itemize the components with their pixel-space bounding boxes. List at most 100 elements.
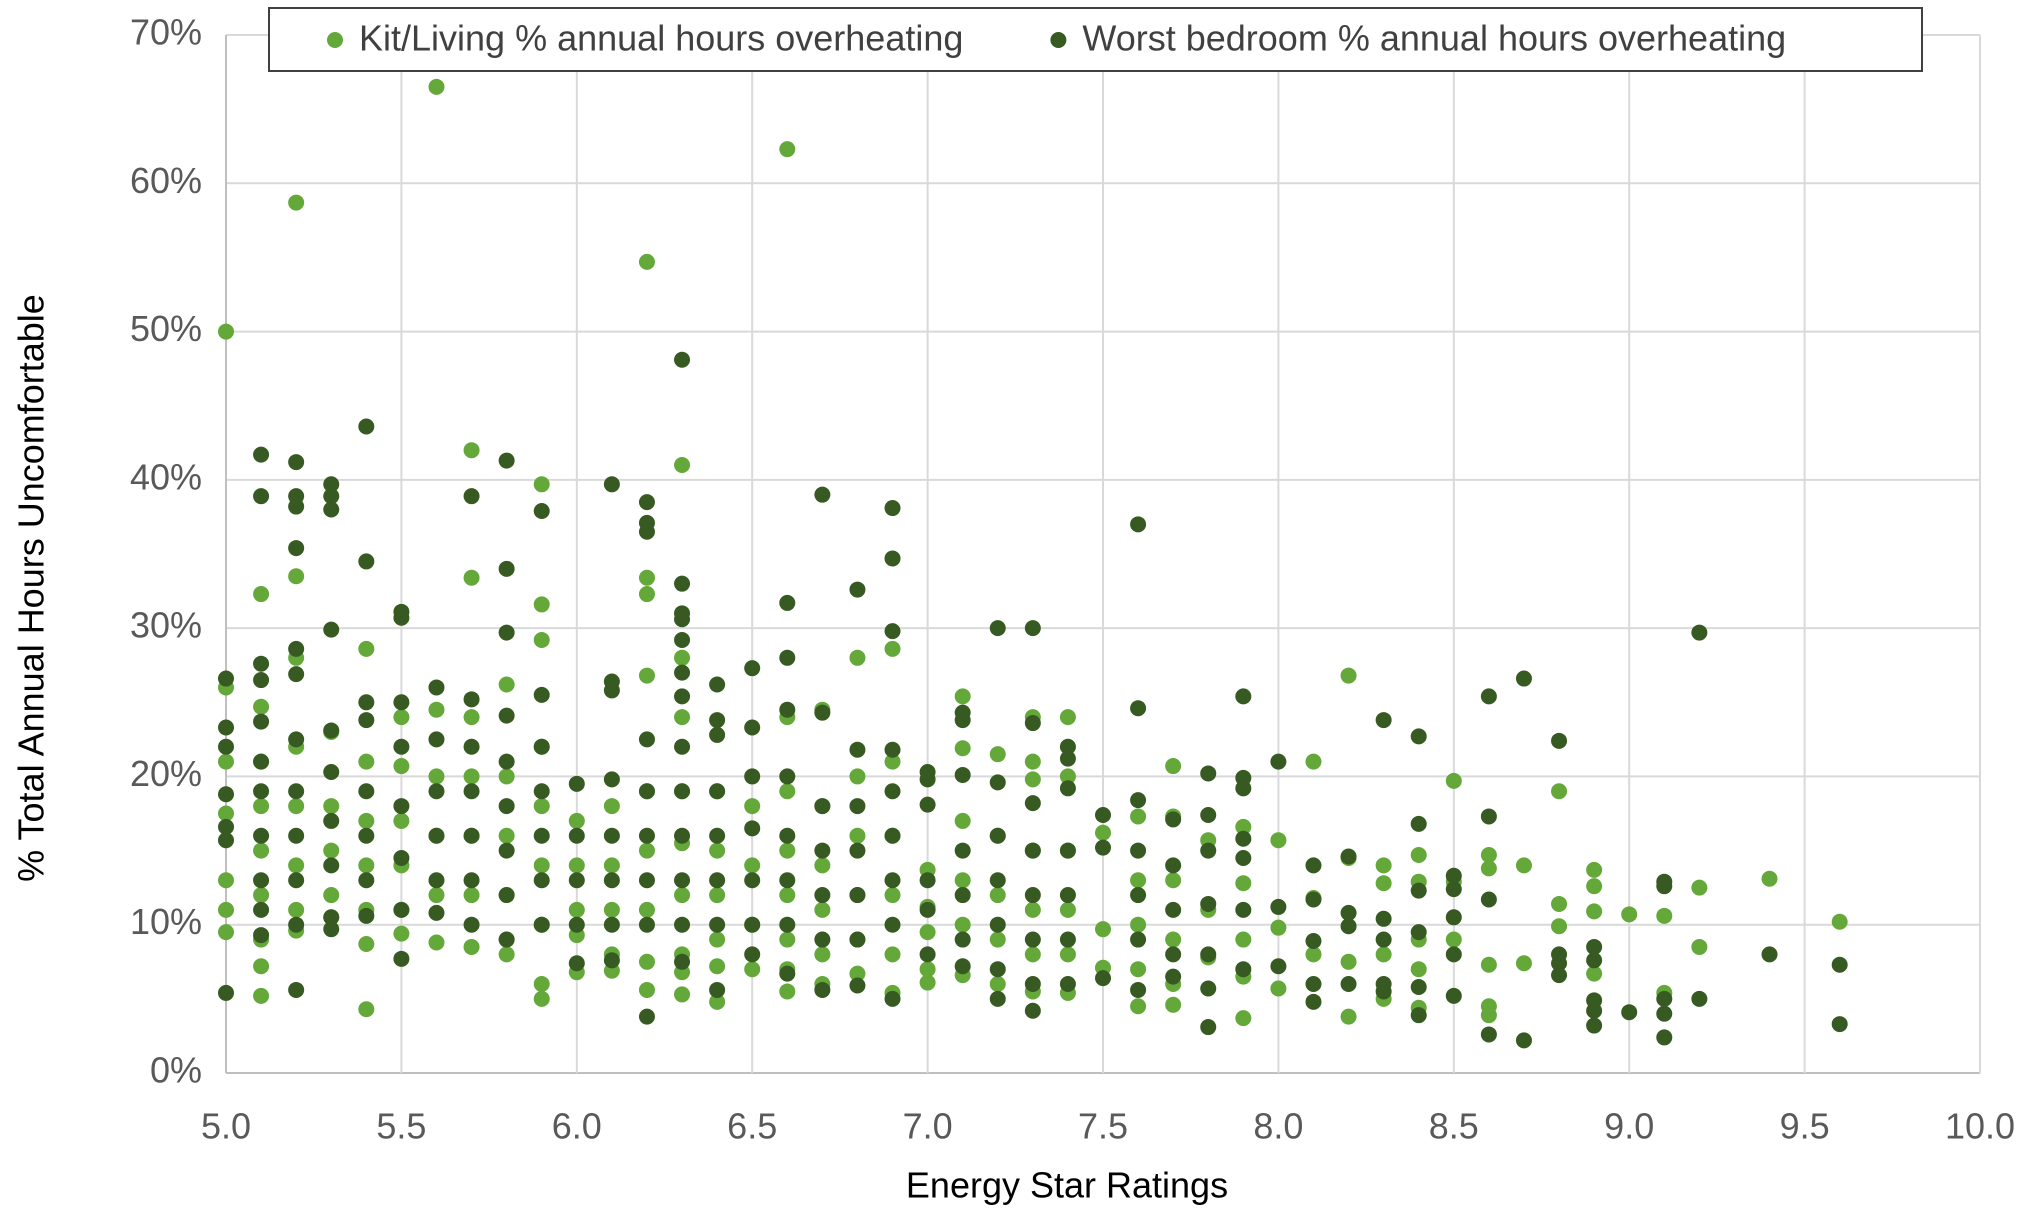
point <box>498 768 515 785</box>
point <box>1165 968 1182 985</box>
point <box>1059 931 1076 948</box>
point <box>288 916 305 933</box>
point <box>674 664 691 681</box>
point <box>674 887 691 904</box>
point <box>1691 624 1708 641</box>
point <box>1024 842 1041 859</box>
point <box>218 901 234 918</box>
point <box>884 753 901 770</box>
point <box>1235 818 1252 835</box>
point <box>1340 848 1357 865</box>
point <box>1551 783 1568 800</box>
point <box>1480 860 1497 877</box>
point <box>218 719 234 736</box>
y-axis-title: % Total Annual Hours Uncomfortable <box>11 294 52 882</box>
point <box>1305 891 1322 908</box>
point <box>1586 1002 1603 1019</box>
point <box>428 701 445 718</box>
point <box>1340 953 1357 970</box>
point <box>1656 1029 1673 1046</box>
point <box>568 955 585 972</box>
x-tick-label: 9.5 <box>1780 1106 1830 1147</box>
point <box>323 909 340 926</box>
point <box>533 686 550 703</box>
point <box>1235 875 1252 892</box>
point <box>1200 765 1217 782</box>
point <box>393 709 410 726</box>
point <box>709 981 726 998</box>
point <box>568 901 585 918</box>
legend-label: Worst bedroom % annual hours overheating <box>1082 18 1786 59</box>
x-tick-label: 5.0 <box>201 1106 251 1147</box>
point <box>674 575 691 592</box>
point <box>568 857 585 874</box>
point <box>1305 753 1322 770</box>
point <box>218 818 234 835</box>
point <box>463 442 480 459</box>
point <box>1586 861 1603 878</box>
point <box>463 691 480 708</box>
point <box>744 768 761 785</box>
point <box>1059 709 1076 726</box>
point <box>638 783 655 800</box>
point <box>1340 667 1357 684</box>
y-tick-label: 50% <box>130 308 202 349</box>
point <box>954 712 971 729</box>
point <box>603 771 620 788</box>
point <box>744 798 761 815</box>
point <box>463 783 480 800</box>
point <box>849 741 866 758</box>
point <box>1270 919 1287 936</box>
point <box>323 621 340 638</box>
point <box>253 783 270 800</box>
point <box>1586 903 1603 920</box>
point <box>674 827 691 844</box>
point <box>1656 990 1673 1007</box>
point <box>498 452 515 469</box>
point <box>884 872 901 889</box>
point <box>1586 952 1603 969</box>
point <box>393 694 410 711</box>
point <box>1095 806 1111 823</box>
point <box>428 934 445 951</box>
y-tick-label: 70% <box>130 12 202 53</box>
point <box>288 872 305 889</box>
x-tick-label: 7.0 <box>903 1106 953 1147</box>
point <box>253 713 270 730</box>
legend-marker <box>1050 32 1067 48</box>
point <box>323 488 340 505</box>
point <box>779 887 796 904</box>
point <box>218 786 234 803</box>
point <box>1410 847 1427 864</box>
point <box>1024 1002 1041 1019</box>
point <box>709 931 726 948</box>
point <box>954 766 971 783</box>
point <box>1551 732 1568 749</box>
point <box>253 901 270 918</box>
point <box>603 916 620 933</box>
point <box>253 753 270 770</box>
point <box>1761 870 1778 887</box>
point <box>779 931 796 948</box>
point <box>638 872 655 889</box>
point <box>393 950 410 967</box>
point <box>1200 946 1217 963</box>
point <box>709 872 726 889</box>
point <box>1340 918 1357 935</box>
point <box>288 981 305 998</box>
point <box>393 812 410 829</box>
point <box>253 842 270 859</box>
point <box>498 707 515 724</box>
point <box>638 901 655 918</box>
point <box>393 609 410 626</box>
point <box>744 946 761 963</box>
point <box>1515 1032 1532 1049</box>
point <box>1235 961 1252 978</box>
point <box>358 553 375 570</box>
point <box>1480 808 1497 825</box>
point <box>1480 1026 1497 1043</box>
point <box>1165 931 1182 948</box>
point <box>779 872 796 889</box>
point <box>603 476 620 493</box>
